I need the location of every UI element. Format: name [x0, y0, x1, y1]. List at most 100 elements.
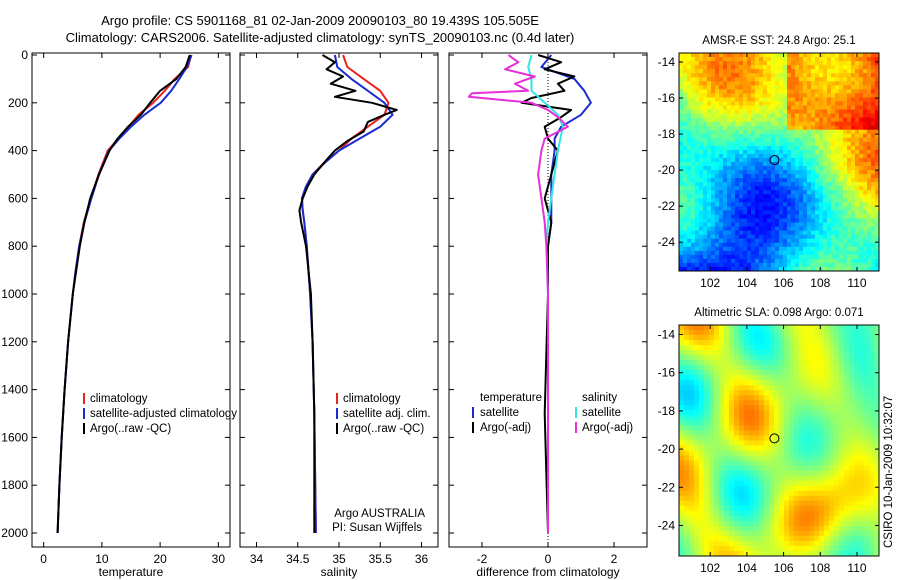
heatmap-cell — [859, 430, 865, 436]
heatmap-cell — [723, 109, 728, 114]
heatmap-cell — [729, 500, 735, 507]
heatmap-cell — [855, 226, 860, 232]
heatmap-cell — [835, 162, 840, 167]
heatmap-cell — [774, 380, 780, 386]
heatmap-cell — [871, 194, 876, 199]
heatmap-cell — [823, 65, 828, 70]
heatmap-cell — [707, 258, 712, 264]
heatmap-cell — [679, 258, 684, 264]
heatmap-cell — [687, 69, 692, 74]
heatmap-cell — [703, 129, 708, 135]
heatmap-cell — [779, 218, 784, 223]
heatmap-cell — [855, 117, 860, 123]
heatmap-cell — [719, 395, 725, 401]
heatmap-cell — [767, 153, 772, 159]
heatmap-cell — [734, 530, 740, 537]
heatmap-cell — [699, 218, 704, 223]
heatmap-cell — [699, 495, 705, 502]
heatmap-cell — [859, 198, 864, 203]
heatmap-cell — [823, 266, 828, 272]
heatmap-cell — [783, 258, 788, 264]
heatmap-cell — [823, 226, 828, 232]
heatmap-cell — [723, 206, 728, 211]
heatmap-cell — [767, 166, 772, 171]
heatmap-cell — [819, 350, 825, 356]
heatmap-cell — [754, 525, 760, 532]
heatmap-cell — [724, 540, 730, 547]
heatmap-cell — [724, 475, 730, 482]
y-tick-label: -22 — [658, 199, 676, 213]
heatmap-cell — [723, 266, 728, 272]
heatmap-cell — [839, 157, 844, 163]
heatmap-cell — [751, 53, 756, 58]
heatmap-cell — [819, 455, 825, 461]
heatmap-cell — [874, 450, 880, 456]
heatmap-cell — [874, 445, 880, 451]
heatmap-cell — [783, 238, 788, 244]
heatmap-cell — [771, 194, 776, 199]
heatmap-cell — [727, 125, 732, 131]
heatmap-cell — [834, 535, 840, 542]
heatmap-cell — [695, 190, 700, 195]
heatmap-cell — [744, 475, 750, 482]
heatmap-cell — [679, 109, 684, 114]
heatmap-cell — [724, 525, 730, 532]
y-tick-label: -20 — [658, 163, 676, 177]
heatmap-cell — [834, 510, 840, 517]
heatmap-cell — [739, 137, 744, 143]
heatmap-cell — [769, 490, 775, 497]
heatmap-cell — [739, 210, 744, 215]
heatmap-cell — [795, 113, 800, 118]
heatmap-cell — [849, 515, 855, 522]
heatmap-cell — [804, 470, 810, 477]
heatmap-cell — [719, 550, 725, 557]
heatmap-cell — [864, 440, 870, 446]
heatmap-cell — [811, 182, 816, 187]
heatmap-cell — [774, 335, 780, 341]
heatmap-cell — [699, 166, 704, 171]
heatmap-cell — [855, 174, 860, 179]
heatmap-cell — [715, 121, 720, 127]
heatmap-cell — [771, 81, 776, 86]
heatmap-cell — [863, 210, 868, 215]
heatmap-cell — [679, 485, 685, 492]
heatmap-cell — [699, 440, 705, 446]
heatmap-cell — [795, 145, 800, 151]
heatmap-cell — [847, 149, 852, 155]
heatmap-cell — [764, 525, 770, 532]
heatmap-cell — [749, 335, 755, 341]
heatmap-cell — [759, 380, 765, 386]
heatmap-cell — [827, 133, 832, 139]
heatmap-cell — [827, 246, 832, 252]
heatmap-cell — [783, 141, 788, 147]
heatmap-cell — [794, 520, 800, 527]
heatmap-cell — [847, 85, 852, 90]
heatmap-cell — [691, 210, 696, 215]
heatmap-cell — [679, 141, 684, 147]
heatmap-cell — [724, 495, 730, 502]
heatmap-cell — [869, 405, 875, 411]
heatmap-cell — [783, 109, 788, 114]
heatmap-cell — [831, 141, 836, 147]
heatmap-cell — [864, 360, 870, 366]
heatmap-cell — [704, 385, 710, 391]
heatmap-cell — [874, 550, 880, 557]
heatmap-cell — [875, 153, 880, 159]
heatmap-cell — [711, 214, 716, 219]
heatmap-cell — [723, 85, 728, 90]
heatmap-cell — [791, 85, 796, 90]
heatmap-cell — [764, 330, 770, 336]
heatmap-cell — [791, 162, 796, 167]
heatmap-cell — [707, 250, 712, 256]
heatmap-cell — [824, 325, 830, 331]
heatmap-cell — [844, 445, 850, 451]
heatmap-cell — [834, 440, 840, 446]
heatmap-cell — [784, 470, 790, 477]
heatmap-cell — [864, 415, 870, 421]
heatmap-cell — [751, 258, 756, 264]
heatmap-cell — [799, 250, 804, 256]
heatmap-cell — [724, 510, 730, 517]
heatmap-cell — [723, 166, 728, 171]
heatmap-cell — [863, 61, 868, 66]
heatmap-cell — [703, 198, 708, 203]
